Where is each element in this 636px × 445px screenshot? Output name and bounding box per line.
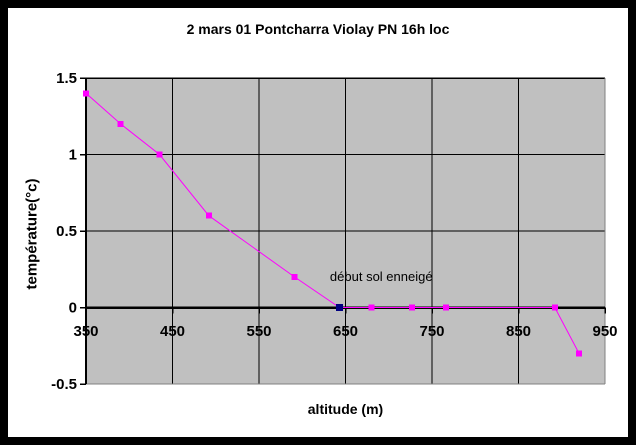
data-point-marker xyxy=(368,304,375,311)
data-point-marker xyxy=(576,350,583,357)
x-tick-label: 850 xyxy=(506,323,531,340)
x-tick-label: 450 xyxy=(160,323,185,340)
data-point-marker xyxy=(205,212,212,219)
annotation-text: début sol enneigé xyxy=(330,269,433,284)
data-point-marker xyxy=(551,304,558,311)
x-tick-label: 350 xyxy=(73,323,98,340)
y-tick-label: 0.5 xyxy=(56,223,77,240)
x-axis-label: altitude (m) xyxy=(307,401,384,417)
x-tick-label: 750 xyxy=(419,323,444,340)
data-point-marker xyxy=(83,90,89,97)
data-point-marker xyxy=(156,151,163,158)
y-tick-label: 1.5 xyxy=(56,70,77,87)
data-point-marker xyxy=(409,304,416,311)
data-point-marker xyxy=(335,304,343,311)
data-point-marker xyxy=(291,273,298,280)
data-point-marker xyxy=(442,304,449,311)
data-point-marker xyxy=(117,120,124,127)
y-tick-label: 1 xyxy=(69,147,77,164)
x-tick-label: 650 xyxy=(333,323,358,340)
x-tick-label: 550 xyxy=(246,323,271,340)
chart-title: 2 mars 01 Pontcharra Violay PN 16h loc xyxy=(186,21,450,37)
y-tick-label: -0.5 xyxy=(51,376,77,393)
x-tick-label: 950 xyxy=(592,323,617,340)
y-axis-label: température(°c) xyxy=(23,178,41,290)
y-tick-label: 0 xyxy=(69,300,77,317)
